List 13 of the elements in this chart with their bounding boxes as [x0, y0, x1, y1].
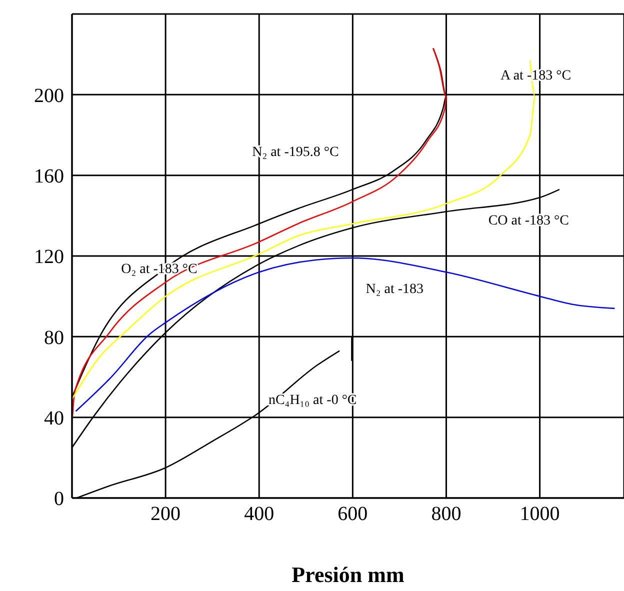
y-tick-label: 40 [44, 407, 64, 430]
y-tick-label: 200 [34, 84, 64, 107]
y-tick-label: 120 [34, 246, 64, 268]
x-tick-label: 600 [338, 503, 368, 526]
x-tick-label: 400 [244, 503, 274, 526]
y-tick-label: 80 [44, 326, 64, 349]
x-axis-title: Presión mm [292, 562, 404, 587]
y-tick-label: 0 [54, 488, 64, 510]
x-tick-label: 200 [150, 503, 181, 526]
series-label: N₂ at -183 [366, 282, 424, 298]
x-tick-label: 800 [431, 503, 462, 526]
y-tick-label: 160 [34, 165, 64, 188]
x-tick-label: 1000 [520, 503, 560, 526]
